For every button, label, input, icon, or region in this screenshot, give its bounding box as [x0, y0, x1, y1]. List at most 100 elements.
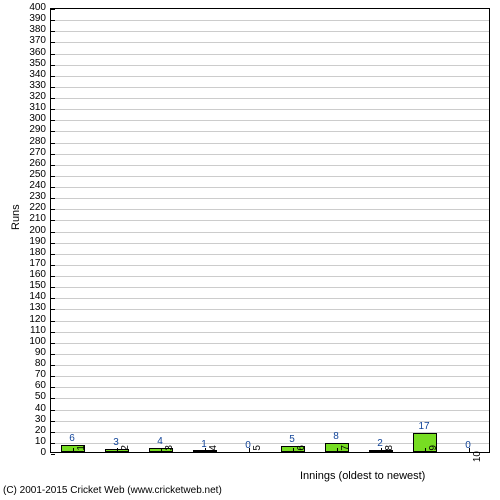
y-tick-label: 240 — [29, 181, 46, 191]
x-tick-label: 3 — [164, 445, 175, 465]
y-tick — [51, 254, 55, 255]
grid-line — [51, 398, 489, 399]
y-tick — [51, 154, 55, 155]
grid-line — [51, 376, 489, 377]
grid-line — [51, 332, 489, 333]
bar-value-label: 1 — [201, 439, 207, 450]
grid-line — [51, 42, 489, 43]
y-tick-label: 330 — [29, 81, 46, 91]
y-tick-label: 190 — [29, 237, 46, 247]
y-tick — [51, 265, 55, 266]
plot-area — [50, 8, 490, 453]
y-tick-label: 320 — [29, 92, 46, 102]
bar-value-label: 8 — [333, 431, 339, 442]
bar-value-label: 17 — [418, 421, 429, 432]
y-tick — [51, 198, 55, 199]
y-tick — [51, 9, 55, 10]
y-tick — [51, 287, 55, 288]
grid-line — [51, 154, 489, 155]
bar-value-label: 0 — [245, 440, 251, 451]
y-tick — [51, 187, 55, 188]
y-tick — [51, 387, 55, 388]
grid-line — [51, 365, 489, 366]
y-tick — [51, 165, 55, 166]
y-tick-label: 60 — [35, 381, 46, 391]
y-tick — [51, 131, 55, 132]
y-tick-label: 90 — [35, 348, 46, 358]
y-tick-label: 280 — [29, 137, 46, 147]
y-tick — [51, 410, 55, 411]
y-tick — [51, 298, 55, 299]
grid-line — [51, 20, 489, 21]
grid-line — [51, 265, 489, 266]
y-tick — [51, 354, 55, 355]
y-tick-label: 180 — [29, 248, 46, 258]
y-tick-label: 140 — [29, 292, 46, 302]
bar-value-label: 5 — [289, 434, 295, 445]
y-tick — [51, 54, 55, 55]
y-tick — [51, 309, 55, 310]
x-tick — [161, 448, 162, 452]
y-tick-label: 220 — [29, 203, 46, 213]
y-tick — [51, 365, 55, 366]
grid-line — [51, 410, 489, 411]
grid-line — [51, 54, 489, 55]
grid-line — [51, 387, 489, 388]
y-tick-label: 50 — [35, 392, 46, 402]
y-tick — [51, 398, 55, 399]
x-tick-label: 4 — [208, 445, 219, 465]
bar-value-label: 2 — [377, 438, 383, 449]
x-tick-label: 5 — [252, 445, 263, 465]
y-tick-label: 380 — [29, 25, 46, 35]
x-tick-label: 8 — [384, 445, 395, 465]
x-tick — [73, 448, 74, 452]
grid-line — [51, 65, 489, 66]
y-tick-label: 290 — [29, 125, 46, 135]
y-tick — [51, 243, 55, 244]
grid-line — [51, 276, 489, 277]
y-tick — [51, 232, 55, 233]
y-tick-label: 360 — [29, 48, 46, 58]
grid-line — [51, 131, 489, 132]
y-tick-label: 250 — [29, 170, 46, 180]
grid-line — [51, 321, 489, 322]
x-tick-label: 1 — [76, 445, 87, 465]
y-tick-label: 270 — [29, 148, 46, 158]
y-tick-label: 160 — [29, 270, 46, 280]
grid-line — [51, 165, 489, 166]
bar-value-label: 3 — [113, 437, 119, 448]
y-tick — [51, 209, 55, 210]
y-tick — [51, 220, 55, 221]
y-tick — [51, 332, 55, 333]
grid-line — [51, 109, 489, 110]
x-tick — [293, 448, 294, 452]
y-tick-label: 100 — [29, 337, 46, 347]
y-tick-label: 110 — [30, 326, 46, 336]
grid-line — [51, 254, 489, 255]
grid-line — [51, 220, 489, 221]
chart-container — [50, 8, 490, 453]
y-tick — [51, 321, 55, 322]
x-axis-title: Innings (oldest to newest) — [300, 470, 425, 482]
grid-line — [51, 31, 489, 32]
grid-line — [51, 354, 489, 355]
y-tick-label: 70 — [35, 370, 46, 380]
y-tick-label: 400 — [29, 3, 46, 13]
y-tick-label: 310 — [29, 103, 46, 113]
grid-line — [51, 120, 489, 121]
y-tick-label: 210 — [29, 214, 46, 224]
grid-line — [51, 143, 489, 144]
y-tick — [51, 76, 55, 77]
x-tick-label: 6 — [296, 445, 307, 465]
y-tick-label: 300 — [29, 114, 46, 124]
y-tick-label: 150 — [29, 281, 46, 291]
y-tick — [51, 343, 55, 344]
x-tick-label: 7 — [340, 445, 351, 465]
y-tick-label: 370 — [29, 36, 46, 46]
y-tick — [51, 443, 55, 444]
y-tick — [51, 421, 55, 422]
y-tick-label: 200 — [29, 226, 46, 236]
y-tick — [51, 31, 55, 32]
y-tick-label: 20 — [35, 426, 46, 436]
y-tick-label: 80 — [35, 359, 46, 369]
